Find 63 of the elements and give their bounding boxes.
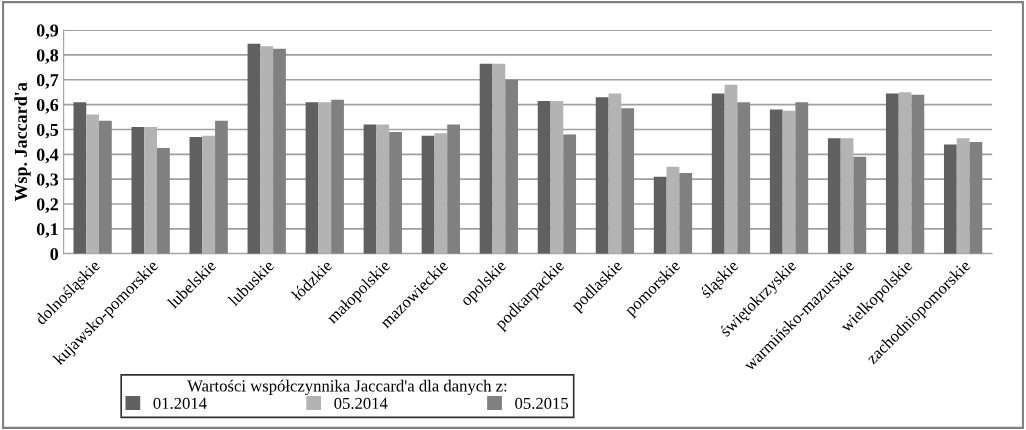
bar <box>537 100 551 254</box>
bar <box>318 102 332 254</box>
y-tick-label: 0,9 <box>36 24 59 40</box>
bar <box>840 138 854 254</box>
bar <box>563 134 577 254</box>
bar <box>737 102 751 254</box>
bar <box>447 124 460 254</box>
bar <box>827 138 841 254</box>
bar <box>621 108 635 254</box>
bar <box>376 124 390 254</box>
bar <box>189 136 203 254</box>
bar <box>505 79 519 254</box>
bar <box>782 110 796 254</box>
bar <box>215 120 228 254</box>
bar <box>479 63 493 254</box>
bar <box>608 93 622 254</box>
y-tick-label: 0,1 <box>36 223 58 238</box>
bar <box>331 99 344 254</box>
y-tick-label: 0,7 <box>36 74 59 89</box>
bar <box>86 114 100 254</box>
y-tick-label: 0,5 <box>36 123 59 139</box>
y-tick-label: 0,6 <box>36 98 59 114</box>
bar <box>99 120 112 254</box>
bar <box>653 176 667 254</box>
bar <box>247 43 261 254</box>
bar <box>260 46 274 254</box>
bar <box>956 138 970 254</box>
bar <box>434 133 448 254</box>
bar <box>724 84 738 254</box>
bar <box>157 148 170 254</box>
bar <box>202 135 216 254</box>
bar <box>885 93 899 254</box>
y-tick-label: 0,4 <box>36 148 59 164</box>
legend-label: 05.2015 <box>515 397 569 410</box>
bar <box>853 156 867 254</box>
bar <box>679 172 693 254</box>
bar <box>363 124 377 254</box>
bar <box>144 126 158 254</box>
bar <box>911 94 925 254</box>
bar <box>492 63 506 254</box>
bar <box>550 100 564 254</box>
bar <box>711 93 725 254</box>
legend-title: Wartości współczynnika Jaccard'a dla danych z: <box>187 379 507 395</box>
y-tick-label: 0 <box>50 247 59 261</box>
bar <box>943 144 957 254</box>
bar <box>389 131 402 254</box>
bar <box>273 48 286 254</box>
y-axis-title: Wsp. Jaccard'a <box>14 82 31 202</box>
bar <box>898 92 912 254</box>
bar <box>131 126 145 254</box>
bar <box>421 135 435 254</box>
bar <box>666 166 680 254</box>
y-tick-label: 0,2 <box>36 198 58 214</box>
legend-label: 05.2014 <box>334 397 388 410</box>
bar <box>305 102 319 254</box>
bar <box>73 102 87 254</box>
bar <box>595 97 609 254</box>
y-tick-label: 0,8 <box>36 49 59 64</box>
bar <box>769 109 783 254</box>
bar <box>795 102 809 254</box>
y-tick-label: 0,3 <box>36 173 59 189</box>
bar <box>969 141 983 254</box>
legend-label: 01.2014 <box>153 397 207 410</box>
